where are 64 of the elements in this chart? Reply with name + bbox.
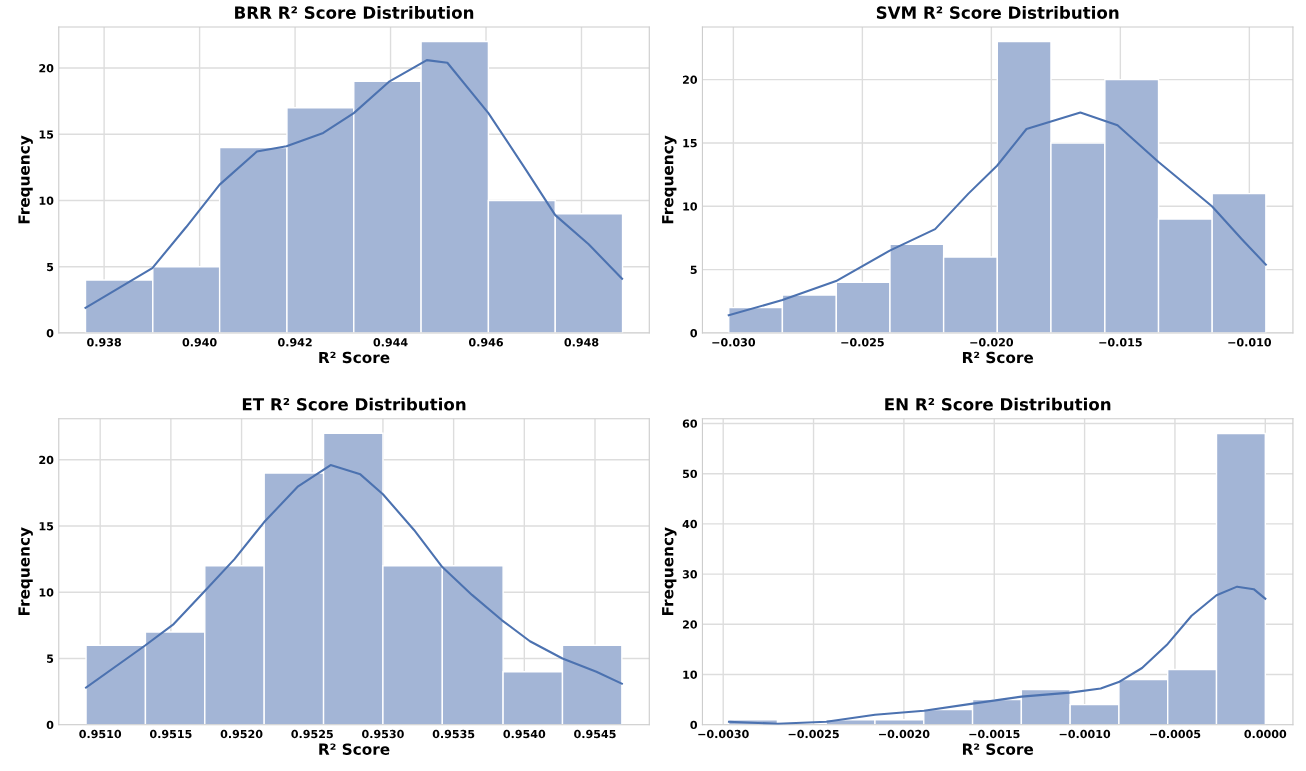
y-tick-label: 15	[683, 139, 697, 148]
x-tick-label: 0.944	[373, 338, 408, 347]
line-series	[85, 464, 623, 689]
y-tick-label: 10	[39, 588, 54, 597]
y-tick-label: 5	[47, 262, 54, 272]
y-axis-title: Frequency	[662, 527, 677, 616]
line-series	[727, 111, 1267, 317]
x-tick-label: 0.940	[182, 338, 217, 347]
y-tick-label: 0	[690, 328, 698, 338]
x-tick-label: 0.9530	[362, 729, 404, 739]
y-tick-label: 0	[46, 328, 54, 338]
y-tick-label: 15	[39, 130, 54, 139]
x-tick-label: 0.9525	[291, 729, 333, 739]
y-tick-label: 10	[683, 670, 698, 679]
x-tick-label: −0.020	[970, 338, 1014, 347]
y-tick-label: 20	[39, 64, 54, 73]
y-tick-label: 30	[682, 570, 698, 579]
y-tick-label: 20	[39, 455, 54, 465]
y-tick-label: 10	[683, 202, 698, 211]
x-tick-label: 0.9510	[79, 729, 122, 739]
y-tick-label: 0	[46, 720, 54, 730]
line-series	[84, 59, 624, 309]
x-tick-label: 0.9515	[149, 729, 192, 739]
x-tick-label: −0.0030	[698, 729, 749, 739]
y-tick-label: 10	[39, 196, 54, 205]
x-tick-label: 0.938	[87, 338, 121, 347]
x-tick-label: −0.0005	[1150, 729, 1201, 739]
x-axis-title: R² Score	[319, 351, 390, 364]
y-tick-label: 5	[690, 265, 697, 275]
x-tick-label: −0.030	[712, 338, 756, 347]
y-axis-title: Frequency	[18, 527, 33, 616]
x-tick-label: 0.0000	[1244, 729, 1287, 739]
x-tick-label: −0.015	[1099, 338, 1142, 347]
x-tick-label: 0.9520	[220, 729, 263, 739]
chart-title: ET R² Score Distribution	[242, 397, 466, 411]
y-tick-label: 15	[39, 522, 54, 531]
y-tick-label: 20	[682, 620, 698, 629]
x-tick-label: 0.9540	[503, 729, 546, 739]
x-tick-label: 0.948	[564, 338, 599, 347]
x-axis-title: R² Score	[962, 743, 1034, 755]
x-tick-label: 0.9535	[432, 729, 475, 739]
y-axis-title: Frequency	[662, 135, 677, 224]
y-tick-label: 40	[682, 519, 698, 529]
y-tick-label: 50	[682, 469, 698, 479]
x-axis-title: R² Score	[319, 743, 390, 755]
x-axis-title: R² Score	[962, 351, 1034, 364]
x-tick-label: −0.025	[841, 338, 884, 347]
chart-title: BRR R² Score Distribution	[235, 5, 474, 19]
x-tick-label: 0.9545	[574, 729, 616, 739]
y-tick-label: 20	[682, 75, 698, 84]
y-tick-label: 60	[682, 419, 698, 428]
x-tick-label: −0.0025	[788, 729, 839, 739]
x-tick-label: 0.946	[468, 338, 503, 347]
x-tick-label: −0.0015	[969, 729, 1020, 739]
y-tick-label: 0	[690, 720, 698, 730]
x-tick-label: 0.942	[278, 338, 312, 347]
x-tick-label: −0.010	[1228, 338, 1272, 347]
x-tick-label: −0.0020	[878, 729, 930, 739]
line-series	[727, 585, 1267, 725]
y-axis-title: Frequency	[18, 135, 33, 224]
chart-title: EN R² Score Distribution	[885, 397, 1111, 411]
x-tick-label: −0.0010	[1059, 729, 1111, 739]
y-tick-label: 5	[47, 654, 54, 663]
chart-title: SVM R² Score Distribution	[876, 5, 1119, 19]
